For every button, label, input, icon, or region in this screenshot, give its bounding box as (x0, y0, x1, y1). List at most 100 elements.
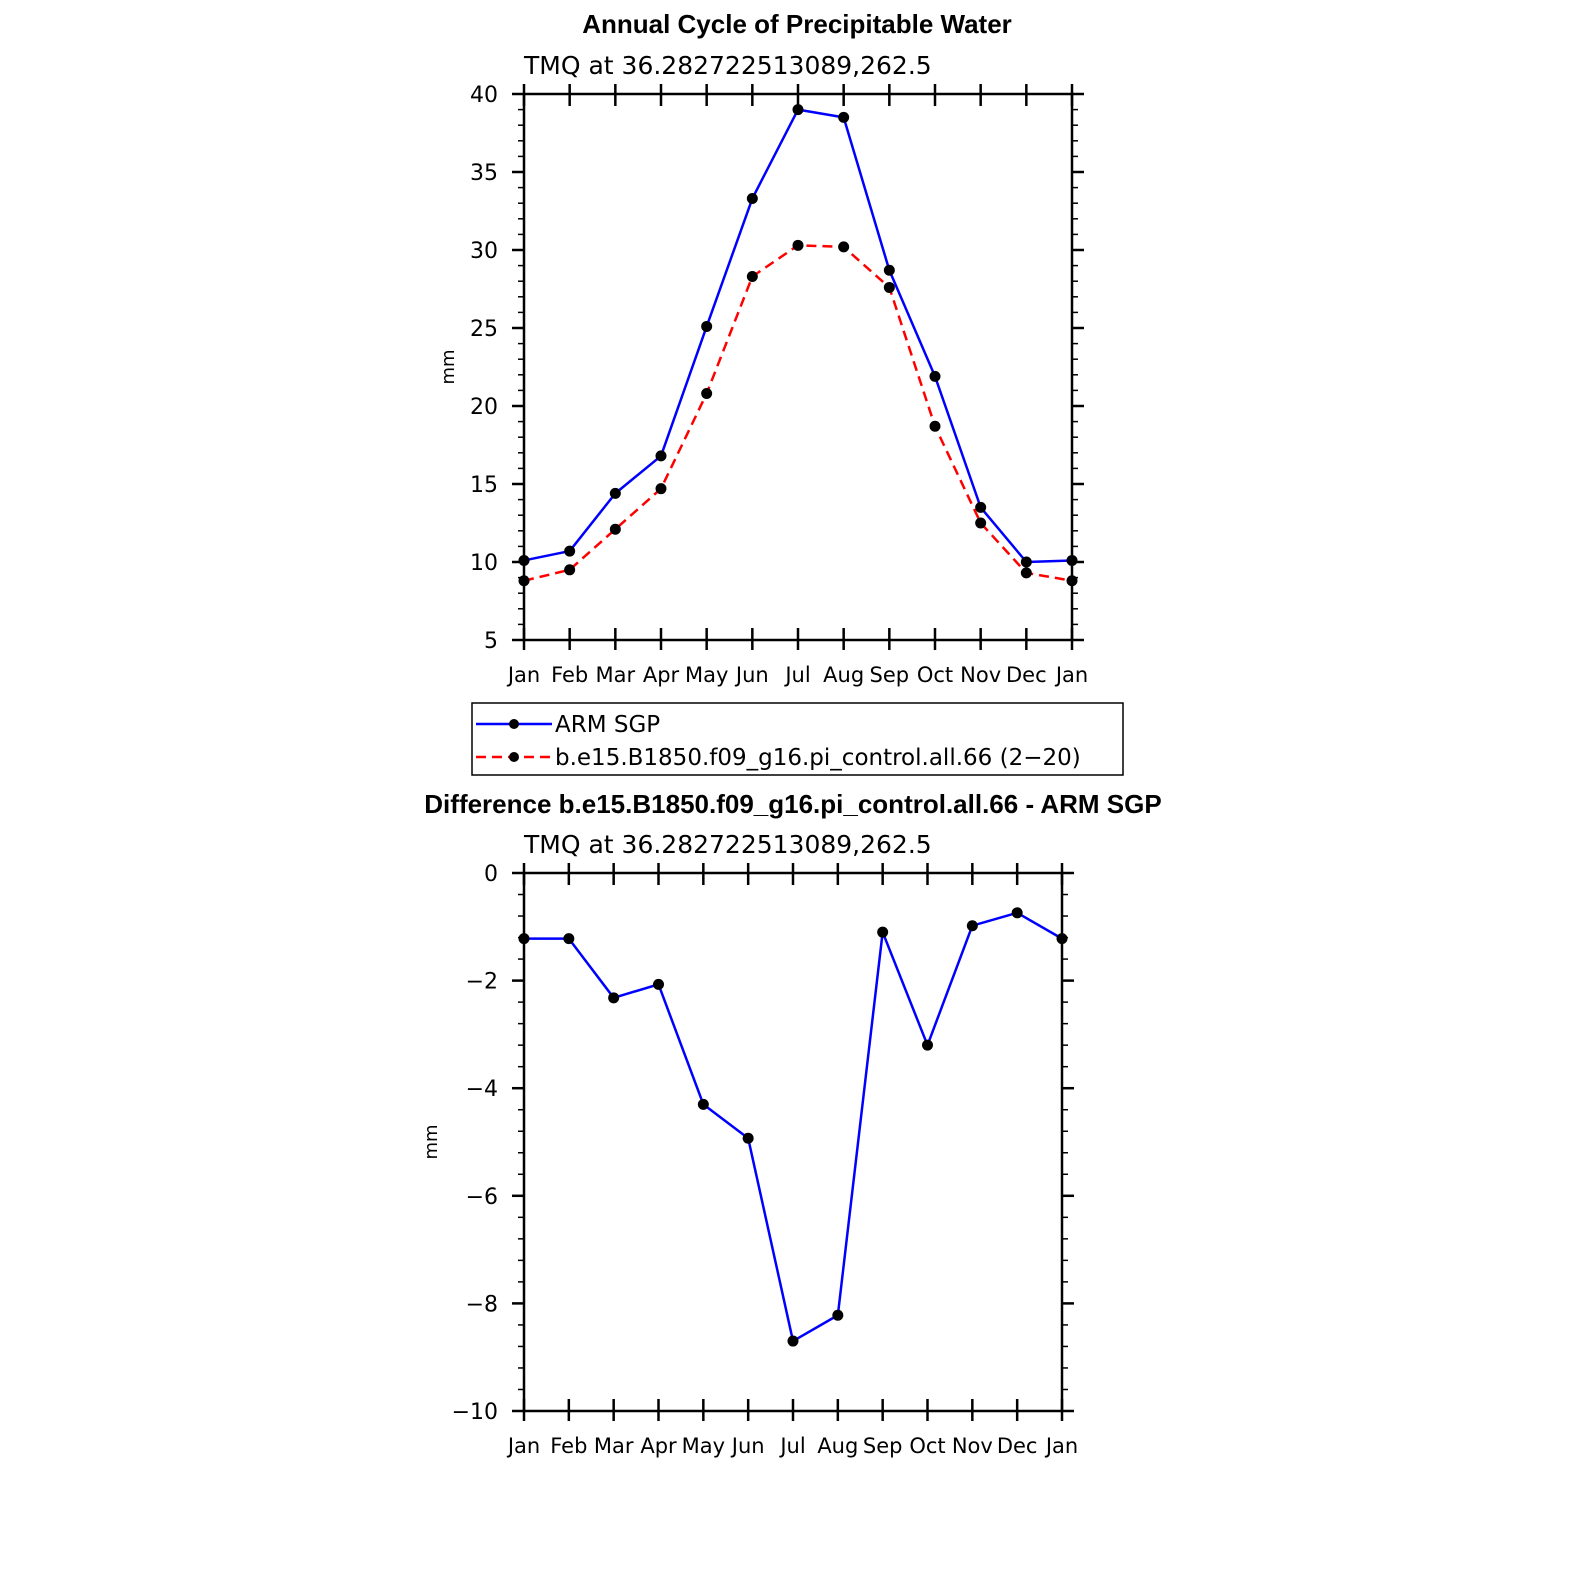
y-tick-label: −8 (466, 1292, 498, 1317)
data-point-arm-sgp-feb (564, 545, 576, 557)
data-point-arm-sgp-nov (975, 501, 987, 513)
y-tick-label: −10 (452, 1400, 498, 1425)
y-tick-label: −6 (466, 1185, 498, 1210)
plot-frame (522, 92, 1074, 642)
data-point-difference-feb (563, 933, 575, 945)
legend-label-model: b.e15.B1850.f09_g16.pi_control.all.66 (2… (555, 745, 1081, 771)
data-point-difference-nov (966, 920, 978, 932)
data-points (518, 104, 1078, 587)
tick-labels: Jan Feb Mar Apr May Jun Jul Aug Sep Oct Nov Dec Jan 5… (470, 83, 1088, 687)
data-point-arm-sgp-oct (929, 370, 941, 382)
data-point-difference-apr (653, 978, 664, 990)
legend-marker-model (509, 752, 519, 762)
plot-frame (522, 871, 1064, 1413)
series-line-arm-sgp (523, 108, 1073, 564)
legend-box (471, 702, 1124, 776)
difference-chart: Difference b.e15.B1850.f09_g16.pi_contro… (421, 789, 1162, 1458)
y-tick-label: 0 (484, 862, 498, 887)
data-point-b-e15-b1850-f09-g16-pi-control-all-66-2-20-jul (792, 239, 804, 251)
y-tick-label: 40 (470, 83, 498, 108)
x-tick-label: Sep (863, 1434, 903, 1458)
data-point-arm-sgp-aug (838, 111, 850, 123)
y-axis-label: mm (438, 349, 459, 384)
legend-item-model: b.e15.B1850.f09_g16.pi_control.all.66 (2… (476, 745, 1081, 771)
data-point-b-e15-b1850-f09-g16-pi-control-all-66-2-20-apr (655, 483, 667, 495)
y-tick-label: −2 (466, 970, 498, 995)
chart-subtitle: TMQ at 36.282722513089,262.5 (523, 51, 932, 80)
chart-subtitle: TMQ at 36.282722513089,262.5 (523, 830, 932, 859)
y-tick-label: 20 (470, 395, 498, 420)
data-point-b-e15-b1850-f09-g16-pi-control-all-66-2-20-may (701, 388, 713, 400)
data-point-b-e15-b1850-f09-g16-pi-control-all-66-2-20-oct (929, 420, 941, 432)
tick-labels: Jan Feb Mar Apr May Jun Jul Aug Sep Oct Nov Dec Jan0… (452, 862, 1079, 1458)
x-tick-label: Apr (643, 663, 680, 687)
series-line-difference (524, 911, 1063, 1343)
y-axis-label: mm (421, 1124, 442, 1159)
x-tick-label: Oct (917, 663, 953, 687)
data-point-b-e15-b1850-f09-g16-pi-control-all-66-2-20-dec (1020, 567, 1032, 579)
x-tick-label: Feb (550, 1434, 587, 1458)
data-point-arm-sgp-jun (746, 193, 758, 205)
x-tick-label: Mar (596, 663, 636, 687)
x-tick-label: Feb (551, 663, 588, 687)
x-tick-label: Jun (734, 663, 769, 687)
x-tick-label: Nov (952, 1434, 993, 1458)
y-tick-label: −4 (466, 1077, 498, 1102)
data-point-b-e15-b1850-f09-g16-pi-control-all-66-2-20-nov (975, 517, 987, 529)
x-tick-label: May (682, 1434, 725, 1458)
series-line-b-e15-b1850-f09-g16-pi-control-all-66-2-20 (523, 244, 1073, 582)
y-tick-label: 10 (470, 551, 498, 576)
data-point-difference-aug (832, 1309, 844, 1321)
data-point-difference-dec (1011, 907, 1023, 919)
data-point-b-e15-b1850-f09-g16-pi-control-all-66-2-20-sep (883, 281, 895, 293)
x-tick-label: Jan (1044, 1434, 1078, 1458)
data-point-arm-sgp-sep (883, 264, 895, 276)
axis-ticks (512, 84, 1084, 650)
x-tick-label: Dec (997, 1434, 1038, 1458)
data-point-difference-jun (742, 1132, 754, 1144)
x-tick-label: Jan (1054, 663, 1088, 687)
x-tick-label: Oct (909, 1434, 945, 1458)
x-tick-label: May (685, 663, 728, 687)
x-tick-label: Mar (594, 1434, 634, 1458)
annual-cycle-chart: Annual Cycle of Precipitable Water TMQ a… (438, 9, 1088, 687)
x-tick-label: Jun (730, 1434, 765, 1458)
x-tick-label: Jul (783, 663, 810, 687)
data-point-difference-may (697, 1098, 709, 1110)
y-tick-label: 35 (470, 161, 498, 186)
legend-item-arm-sgp: ARM SGP (476, 712, 660, 738)
data-point-b-e15-b1850-f09-g16-pi-control-all-66-2-20-jun (746, 271, 758, 283)
y-tick-label: 15 (470, 473, 498, 498)
data-point-b-e15-b1850-f09-g16-pi-control-all-66-2-20-aug (838, 241, 850, 253)
x-tick-label: Dec (1006, 663, 1047, 687)
series-lines (523, 108, 1073, 582)
chart-title: Annual Cycle of Precipitable Water (582, 9, 1012, 39)
data-point-b-e15-b1850-f09-g16-pi-control-all-66-2-20-mar (609, 523, 621, 535)
legend-marker-arm-sgp (509, 719, 519, 729)
data-point-arm-sgp-apr (655, 450, 667, 462)
y-tick-label: 5 (484, 629, 498, 654)
series-lines (524, 911, 1063, 1343)
x-tick-label: Nov (960, 663, 1001, 687)
y-tick-label: 30 (470, 239, 498, 264)
data-point-arm-sgp-dec (1020, 556, 1032, 568)
data-point-difference-jul (787, 1335, 799, 1347)
data-point-arm-sgp-mar (609, 487, 621, 499)
x-tick-label: Aug (823, 663, 864, 687)
x-tick-label: Apr (640, 1434, 677, 1458)
legend-label-arm-sgp: ARM SGP (555, 712, 660, 738)
data-point-difference-oct (922, 1039, 933, 1051)
x-tick-label: Jul (778, 1434, 805, 1458)
x-tick-label: Jan (506, 1434, 540, 1458)
x-tick-label: Aug (817, 1434, 858, 1458)
legend: ARM SGP b.e15.B1850.f09_g16.pi_control.a… (471, 702, 1124, 776)
x-tick-label: Jan (506, 663, 540, 687)
data-point-arm-sgp-jul (792, 104, 804, 116)
chart-title: Difference b.e15.B1850.f09_g16.pi_contro… (424, 789, 1161, 819)
y-tick-label: 25 (470, 317, 498, 342)
data-point-arm-sgp-may (701, 320, 713, 332)
data-point-difference-mar (608, 992, 620, 1004)
data-point-b-e15-b1850-f09-g16-pi-control-all-66-2-20-feb (564, 564, 576, 576)
data-points (518, 907, 1068, 1347)
